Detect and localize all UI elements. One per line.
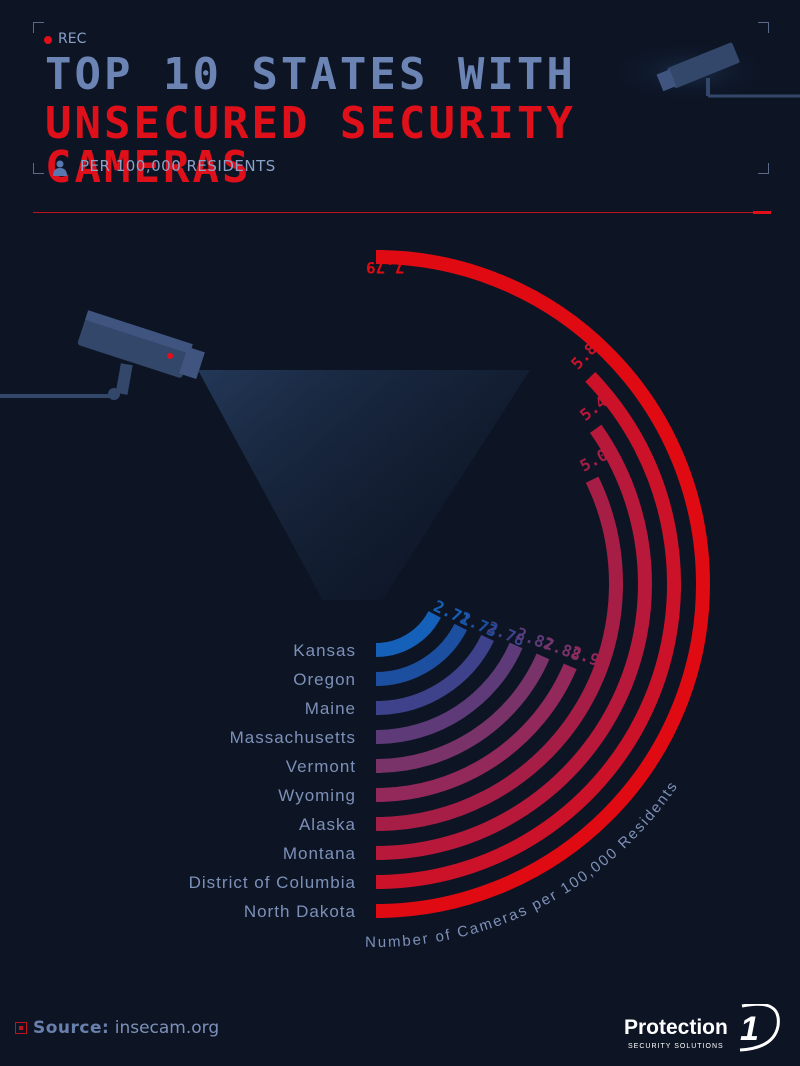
page-title-line-1: TOP 10 STATES WITH	[45, 49, 576, 100]
arc-bar	[375, 424, 652, 860]
source-label: Source:	[33, 1018, 110, 1038]
header-divider-accent	[753, 211, 771, 214]
arc-bar	[375, 623, 467, 686]
source-value: insecam.org	[114, 1018, 220, 1038]
logo-name: Protection	[624, 1016, 728, 1039]
protection-1-logo: Protection 1 SECURITY SOLUTIONS	[624, 1004, 780, 1052]
category-label: Massachusetts	[230, 728, 356, 747]
category-label: Montana	[283, 844, 356, 863]
arc-bar	[375, 476, 623, 831]
security-camera-icon	[0, 310, 530, 600]
category-label: Vermont	[286, 757, 356, 776]
frame-corner-top-left	[33, 22, 44, 33]
frame-corner-top-right	[758, 22, 769, 33]
category-label: Maine	[305, 699, 356, 718]
logo-tagline: SECURITY SOLUTIONS	[628, 1043, 724, 1050]
arc-bar	[375, 634, 494, 715]
category-label: North Dakota	[244, 902, 356, 921]
frame-corner-bottom-right	[758, 163, 769, 174]
subtitle: PER 100,000 RESIDENTS	[80, 157, 276, 175]
rec-dot-icon	[44, 36, 52, 44]
value-label: 7.79	[366, 258, 405, 277]
header-divider	[33, 212, 753, 213]
category-label: Kansas	[293, 641, 356, 660]
frame-corner-bottom-left	[33, 163, 44, 174]
source-icon	[15, 1022, 27, 1034]
category-label: Alaska	[299, 815, 356, 834]
arc-bar	[375, 610, 441, 657]
arc-bar	[375, 663, 577, 802]
category-label: District of Columbia	[189, 873, 356, 892]
arc-bar	[375, 653, 550, 773]
rec-label: REC	[58, 31, 87, 47]
arc-bar	[375, 250, 710, 918]
category-label: Wyoming	[278, 786, 356, 805]
person-icon	[53, 160, 67, 176]
arc-bar	[375, 642, 523, 744]
logo-numeral: 1	[740, 1010, 759, 1048]
category-label: Oregon	[293, 670, 356, 689]
page-title-line-2: UNSECURED SECURITY CAMERAS	[45, 98, 576, 193]
security-camera-icon	[610, 42, 800, 102]
arc-bar	[375, 372, 682, 889]
source-credit: Source: insecam.org	[15, 1018, 219, 1038]
